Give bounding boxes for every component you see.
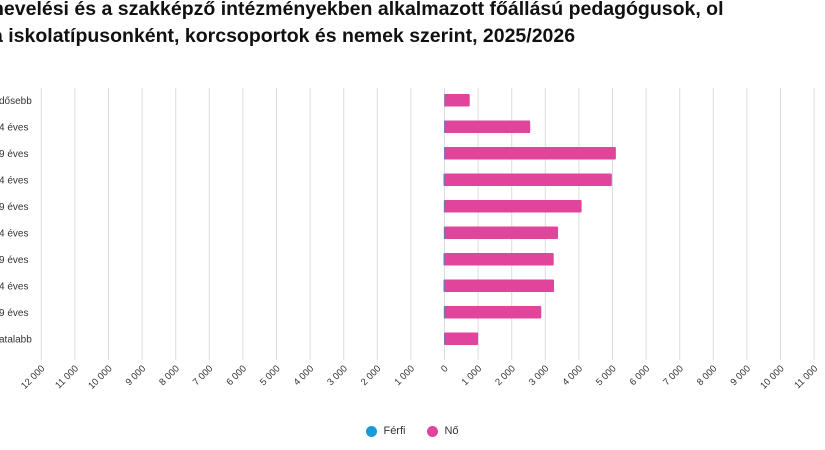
chart-title: nevelési és a szakképző intézményekben a…	[0, 0, 825, 50]
x-tick-label: 8 000	[695, 363, 720, 388]
category-label: 9 éves	[0, 255, 28, 266]
chart-title-line-1: nevelési és a szakképző intézményekben a…	[0, 0, 724, 20]
bar-no[interactable]	[444, 94, 470, 107]
bar-no[interactable]	[444, 147, 616, 160]
x-tick-label: 1 000	[460, 363, 485, 388]
ferfi-dot-icon	[366, 425, 378, 437]
x-tick-label: 3 000	[527, 363, 552, 388]
population-pyramid-chart: dősebb 4 éves 9 éves 4 éves 9 éves 4 éves 9 év…	[0, 88, 820, 392]
category-label: 9 éves	[0, 308, 28, 319]
x-tick-label: 5 000	[594, 363, 619, 388]
bars	[443, 94, 616, 346]
bar-no[interactable]	[444, 200, 582, 213]
legend-label-no: Nő	[444, 425, 459, 437]
category-labels: dősebb 4 éves 9 éves 4 éves 9 éves 4 éves 9 év…	[0, 96, 32, 346]
gridlines	[40, 88, 815, 360]
category-label: dősebb	[0, 96, 32, 107]
bar-no[interactable]	[444, 306, 542, 319]
x-tick-label: 8 000	[157, 363, 182, 388]
x-tick-label: 7 000	[191, 363, 216, 388]
bar-no[interactable]	[444, 226, 559, 240]
category-label: 4 éves	[0, 175, 28, 186]
chart-title-line-2: a iskolatípusonként, korcsoportok és nem…	[0, 25, 576, 47]
x-tick-label: 4 000	[292, 363, 317, 388]
x-tick-label: 0	[439, 363, 451, 375]
category-label: 4 éves	[0, 122, 28, 133]
bar-no[interactable]	[444, 173, 612, 187]
x-tick-label: 11 000	[53, 363, 81, 391]
bar-no[interactable]	[444, 332, 479, 346]
x-tick-label: 5 000	[258, 363, 283, 388]
legend-item-ferfi[interactable]: Férfi	[366, 425, 405, 437]
x-tick-label: 11 000	[792, 363, 820, 391]
x-tick-label: 6 000	[628, 363, 653, 388]
x-tick-label: 10 000	[758, 363, 786, 391]
category-label: 9 éves	[0, 149, 28, 160]
category-label: atalabb	[0, 334, 32, 345]
category-label: 4 éves	[0, 281, 28, 292]
legend: Férfi Nő	[0, 425, 825, 437]
x-tick-label: 2 000	[359, 363, 384, 388]
no-dot-icon	[427, 425, 439, 437]
x-tick-label: 1 000	[392, 363, 417, 388]
x-tick-label: 3 000	[325, 363, 350, 388]
bar-no[interactable]	[444, 253, 554, 266]
x-tick-label: 4 000	[560, 363, 585, 388]
category-label: 4 éves	[0, 228, 28, 239]
x-tick-label: 12 000	[19, 363, 47, 391]
x-tick-label: 9 000	[124, 363, 149, 388]
x-tick-label: 2 000	[493, 363, 518, 388]
x-tick-label: 7 000	[661, 363, 686, 388]
x-tick-label: 9 000	[728, 363, 753, 388]
x-tick-labels: 12 000 11 000 10 000 9 000 8 000 7 000 6 000 5 …	[19, 363, 820, 391]
legend-item-no[interactable]: Nő	[427, 425, 459, 437]
category-label: 9 éves	[0, 202, 28, 213]
x-tick-label: 10 000	[86, 363, 114, 391]
bar-no[interactable]	[444, 279, 555, 293]
bar-no[interactable]	[444, 120, 531, 134]
x-tick-label: 6 000	[224, 363, 249, 388]
legend-label-ferfi: Férfi	[383, 425, 406, 437]
